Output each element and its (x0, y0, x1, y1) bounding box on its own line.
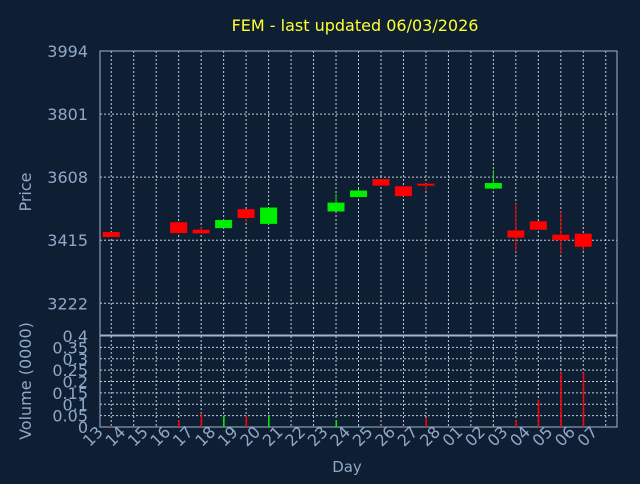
volume-bar (335, 420, 338, 427)
volume-tick-label: 0.3 (63, 350, 88, 369)
price-panel: 3994 3801 3608 3415 3222 (47, 42, 618, 336)
candle-body (394, 186, 412, 197)
price-tick-label: 3608 (47, 168, 88, 187)
candle-body (215, 219, 233, 229)
candle-body (372, 179, 390, 186)
volume-tick-label: 0.4 (63, 327, 88, 346)
volume-tick-label: 0.2 (63, 373, 88, 392)
volume-bar (200, 413, 203, 427)
price-axis-label: Price (16, 172, 35, 211)
candle-body (507, 230, 525, 238)
volume-bar (582, 372, 585, 427)
volume-tick-label: 0.05 (52, 407, 88, 426)
candle-body (102, 232, 120, 237)
candle-body (327, 202, 345, 212)
candle-body (350, 190, 367, 198)
volume-bar (358, 425, 360, 427)
x-axis-label: Day (332, 458, 362, 476)
volume-axis-label: Volume (0000) (16, 322, 35, 440)
volume-bar (515, 420, 517, 427)
volume-bar (560, 372, 562, 427)
candle-body (170, 222, 188, 234)
volume-bar (537, 399, 540, 427)
volume-tick-label: 0.35 (52, 338, 88, 357)
candle-body (260, 207, 278, 224)
price-frame (99, 50, 618, 336)
price-tick-label: 3994 (47, 42, 88, 61)
candle-body (529, 221, 547, 230)
volume-bar (110, 425, 113, 427)
volume-bar (425, 417, 427, 427)
volume-bar (268, 415, 270, 427)
candle-body (417, 183, 435, 186)
volume-bar (380, 425, 382, 427)
volume-panel: 0.40.350.30.250.20.150.10.050 (52, 327, 618, 437)
volume-tick-label: 0.15 (52, 384, 88, 403)
candle-body (552, 234, 570, 241)
candle-body (484, 183, 502, 189)
price-tick-label: 3415 (47, 231, 88, 250)
candle-body (192, 229, 210, 234)
volume-tick-label: 0.1 (63, 395, 88, 414)
volume-bar (245, 415, 248, 427)
chart-title: FEM - last updated 06/03/2026 (232, 16, 479, 35)
price-tick-label: 3801 (47, 105, 88, 124)
price-tick-label: 3222 (47, 294, 88, 313)
volume-tick-label: 0 (78, 418, 88, 437)
volume-bar (178, 420, 180, 427)
volume-bar (492, 425, 495, 427)
volume-bar (402, 425, 405, 427)
x-tick-labels: 1314151617181920212223242526272801020304… (79, 422, 601, 450)
candle-body (237, 209, 255, 219)
candle-body (574, 233, 592, 247)
volume-tick-label: 0.25 (52, 361, 88, 380)
volume-bar (223, 415, 225, 427)
